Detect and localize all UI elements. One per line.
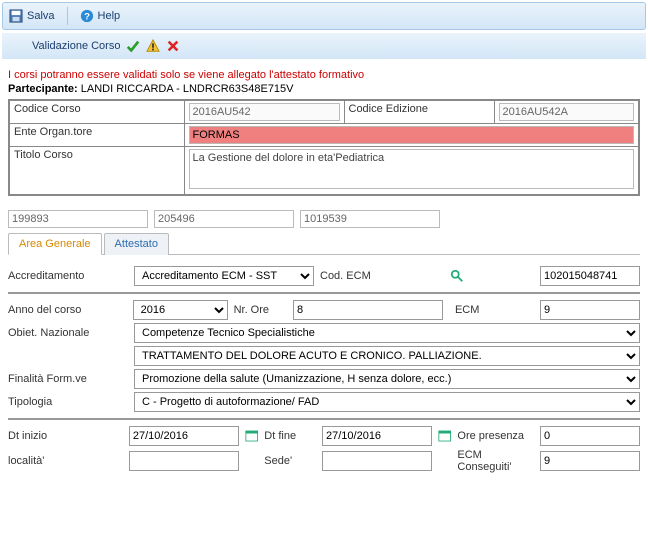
localita-label: località' [8, 455, 123, 467]
tipologia-label: Tipologia [8, 396, 128, 408]
save-label: Salva [27, 10, 55, 22]
check-icon[interactable] [126, 39, 140, 53]
codice-corso-label: Codice Corso [9, 100, 184, 124]
participant-value: LANDI RICCARDA - LNDRCR63S48E715V [81, 83, 294, 95]
codice-edizione-label: Codice Edizione [344, 100, 494, 124]
disk-icon [9, 9, 23, 23]
tab-area-generale[interactable]: Area Generale [8, 233, 102, 255]
obiet-select[interactable]: Competenze Tecnico Specialistiche [134, 323, 640, 343]
codice-edizione-field[interactable] [499, 103, 635, 121]
tipologia-select[interactable]: C - Progetto di autoformazione/ FAD [134, 392, 640, 412]
subbar: Validazione Corso [2, 32, 646, 59]
tabs: Area Generale Attestato [8, 232, 640, 255]
ecm-label: ECM [455, 304, 534, 316]
ecmcons-field[interactable] [540, 451, 640, 471]
ecm-field[interactable] [540, 300, 640, 320]
warning-text: I corsi potranno essere validati solo se… [8, 69, 640, 81]
dtinizio-label: Dt inizio [8, 430, 123, 442]
calendar-icon[interactable] [245, 429, 258, 443]
help-icon: ? [80, 9, 94, 23]
warning-icon[interactable] [146, 39, 160, 53]
codice-corso-field[interactable] [189, 103, 340, 121]
mid-field-3[interactable] [300, 210, 440, 228]
anno-select[interactable]: 2016 [133, 300, 228, 320]
orepres-label: Ore presenza [457, 430, 534, 442]
tab-attestato[interactable]: Attestato [104, 233, 169, 255]
finalita-label: Finalità Form.ve [8, 373, 128, 385]
sede-label: Sede' [264, 455, 316, 467]
calendar-icon-2[interactable] [438, 429, 451, 443]
help-label: Help [98, 10, 121, 22]
ente-label: Ente Organ.tore [9, 124, 184, 147]
titolo-field[interactable]: La Gestione del dolore in eta'Pediatrica [189, 149, 635, 189]
anno-label: Anno del corso [8, 304, 127, 316]
save-button[interactable]: Salva [9, 9, 55, 23]
mid-field-2[interactable] [154, 210, 294, 228]
toolbar-separator [67, 7, 68, 25]
close-icon[interactable] [166, 39, 180, 53]
divider [8, 292, 640, 294]
trattamento-select[interactable]: TRATTAMENTO DEL DOLORE ACUTO E CRONICO. … [134, 346, 640, 366]
obiet-label: Obiet. Nazionale [8, 327, 128, 339]
divider-2 [8, 418, 640, 420]
dtfine-field[interactable] [322, 426, 432, 446]
accreditamento-select[interactable]: Accreditamento ECM - SST [134, 266, 314, 286]
header-grid: Codice Corso Codice Edizione Ente Organ.… [8, 99, 640, 196]
finalita-select[interactable]: Promozione della salute (Umanizzazione, … [134, 369, 640, 389]
orepres-field[interactable] [540, 426, 640, 446]
svg-text:?: ? [84, 12, 90, 23]
accreditamento-label: Accreditamento [8, 270, 128, 282]
participant-line: Partecipante: LANDI RICCARDA - LNDRCR63S… [8, 83, 640, 95]
ente-field[interactable] [189, 126, 635, 144]
toolbar: Salva ? Help [2, 2, 646, 30]
localita-field[interactable] [129, 451, 239, 471]
cod-ecm-code-field[interactable] [540, 266, 640, 286]
nrore-field[interactable] [293, 300, 443, 320]
search-icon[interactable] [450, 269, 464, 283]
nrore-label: Nr. Ore [234, 304, 287, 316]
mid-field-1[interactable] [8, 210, 148, 228]
dtfine-label: Dt fine [264, 430, 316, 442]
participant-label: Partecipante [8, 83, 74, 95]
help-button[interactable]: ? Help [80, 9, 121, 23]
dtinizio-field[interactable] [129, 426, 239, 446]
sede-field[interactable] [322, 451, 432, 471]
mid-row [8, 210, 640, 228]
titolo-label: Titolo Corso [9, 147, 184, 196]
ecmcons-label: ECM Conseguiti' [457, 449, 534, 473]
subbar-title: Validazione Corso [32, 40, 120, 52]
cod-ecm-label: Cod. ECM [320, 270, 374, 282]
